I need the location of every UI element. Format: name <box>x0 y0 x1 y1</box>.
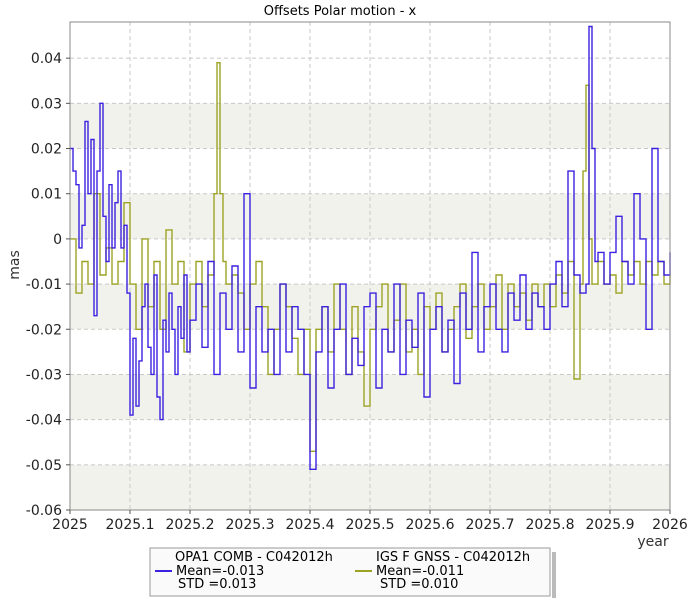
background-band <box>70 103 670 149</box>
y-axis-ticks: -0.06 -0.05 -0.04 -0.03 -0.02 -0.01 0 0.01 0.02 0… <box>26 51 70 519</box>
x-tick-label: 2025.9 <box>586 517 635 533</box>
x-tick-label: 2026 <box>652 517 688 533</box>
legend-label-series-1: OPA1 COMB - C042012h <box>175 550 333 565</box>
chart-title: Offsets Polar motion - x <box>264 4 417 19</box>
legend-std-series-1: STD =0.013 <box>178 577 256 592</box>
x-tick-label: 2025.4 <box>286 517 335 533</box>
y-tick-label: 0.04 <box>31 51 62 67</box>
legend-item-series-2: IGS F GNSS - C042012h Mean=-0.011 STD =0… <box>355 550 530 592</box>
y-tick-label: -0.05 <box>26 458 62 474</box>
x-tick-label: 2025.7 <box>466 517 515 533</box>
x-axis-label: year <box>637 534 668 550</box>
series-layer <box>70 25 671 470</box>
y-axis-label: mas <box>7 250 23 280</box>
series-line-1 <box>70 25 671 470</box>
x-tick-label: 2025.3 <box>226 517 275 533</box>
legend-mean-series-2: Mean=-0.011 <box>376 564 464 579</box>
x-tick-label: 2025.6 <box>406 517 455 533</box>
y-tick-label: -0.02 <box>26 322 62 338</box>
legend: OPA1 COMB - C042012h Mean=-0.013 STD =0.… <box>149 547 556 598</box>
y-tick-label: 0.02 <box>31 142 62 158</box>
x-tick-label: 2025.1 <box>106 517 155 533</box>
y-tick-label: -0.06 <box>26 503 62 519</box>
y-tick-label: -0.03 <box>26 367 62 383</box>
legend-box <box>149 547 551 597</box>
x-tick-label: 2025.8 <box>526 517 575 533</box>
legend-item-series-1: OPA1 COMB - C042012h Mean=-0.013 STD =0.… <box>155 550 333 592</box>
y-tick-label: 0.03 <box>31 96 62 112</box>
series-line-2 <box>70 62 671 452</box>
x-axis-ticks: 2025 2025.1 2025.2 2025.3 2025.4 2025.5 2025.6… <box>52 510 688 533</box>
x-tick-label: 2025.2 <box>166 517 215 533</box>
legend-std-series-2: STD =0.010 <box>380 577 458 592</box>
y-tick-label: 0 <box>53 232 62 248</box>
legend-mean-series-1: Mean=-0.013 <box>176 564 264 579</box>
y-tick-label: -0.04 <box>26 413 62 429</box>
legend-shadow <box>552 552 556 598</box>
x-tick-label: 2025.5 <box>346 517 395 533</box>
background-band <box>70 193 670 239</box>
y-tick-label: -0.01 <box>26 277 62 293</box>
x-tick-label: 2025 <box>52 517 88 533</box>
y-tick-label: 0.01 <box>31 187 62 203</box>
legend-label-series-2: IGS F GNSS - C042012h <box>376 550 530 565</box>
